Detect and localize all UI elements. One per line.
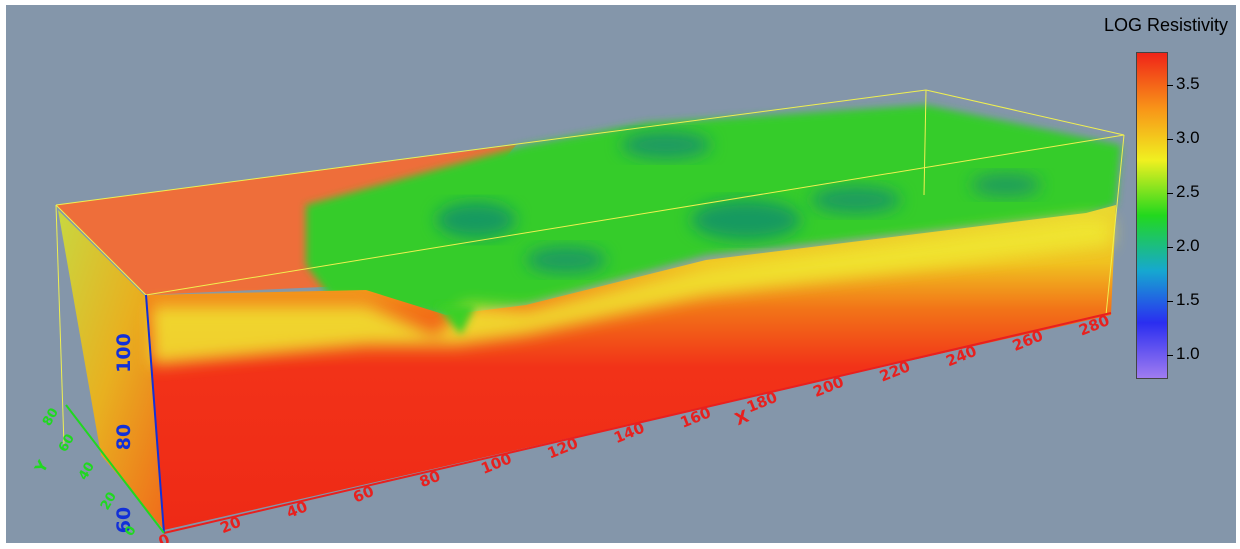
z-tick-label: 60	[113, 507, 135, 533]
conductive-zone	[971, 173, 1041, 197]
colorbar	[1136, 52, 1168, 379]
colorbar-tick-mark	[1167, 301, 1173, 303]
colorbar-tick-label: 2.5	[1176, 181, 1200, 201]
colorbar-tick-label: 3.0	[1176, 127, 1200, 147]
green-dip-anomaly	[436, 305, 476, 335]
transition-band	[151, 217, 1111, 365]
legend-title: LOG Resistivity	[1103, 15, 1228, 35]
y-tick-label: 80	[40, 406, 62, 429]
colorbar-tick-label: 1.0	[1176, 344, 1200, 364]
conductive-zone	[691, 200, 801, 240]
colorbar-tick-mark	[1167, 355, 1173, 357]
conductive-zone	[526, 246, 606, 274]
3d-viewport[interactable]: 0 20 40 60 80 100 120 140 160 180 200 220 240 260 280 X…	[6, 5, 1236, 543]
bounding-box	[55, 89, 1125, 446]
colorbar-tick-mark	[1167, 84, 1173, 86]
left-side-face	[58, 210, 164, 530]
colorbar-tick-label: 3.5	[1176, 73, 1200, 93]
resistivity-volume-render: 020406080100120140160180200220240260280X…	[31, 89, 1125, 543]
y-tick-label: 40	[76, 460, 98, 483]
colorbar-tick-mark	[1167, 138, 1173, 140]
conductive-zone	[811, 186, 901, 214]
z-tick-label: 80	[113, 424, 135, 450]
front-face	[146, 205, 1116, 530]
conductive-zone	[436, 202, 516, 238]
y-tick-label: 60	[56, 432, 78, 455]
z-axis-line	[145, 294, 165, 534]
y-axis-title: Y	[31, 456, 53, 476]
y-axis-line	[65, 404, 165, 534]
colorbar-tick-mark	[1167, 247, 1173, 248]
colorbar-tick-mark	[1167, 192, 1173, 194]
x-axis-line	[163, 312, 1112, 534]
colorbar-tick-label: 2.0	[1176, 236, 1200, 255]
z-tick-label: 100	[113, 333, 135, 373]
conductive-zone	[621, 131, 711, 159]
colorbar-tick-label: 1.5	[1176, 290, 1200, 310]
